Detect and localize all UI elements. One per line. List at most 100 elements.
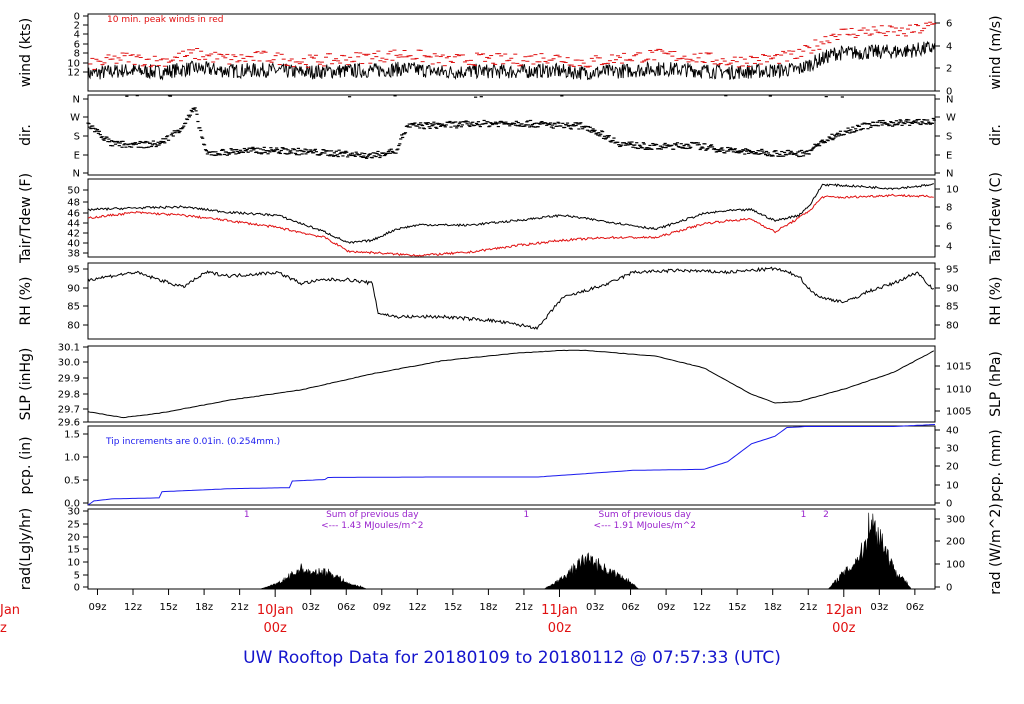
rh-ytick-label-right: 80 bbox=[946, 321, 959, 332]
rad-ytick-label-left: 15 bbox=[67, 545, 80, 556]
temp-ylabel-left: Tair/Tdew (F) bbox=[18, 173, 34, 264]
rad-ylabel-right: rad (W/m^2) bbox=[988, 503, 1004, 594]
x-hour-label: 09z bbox=[88, 602, 106, 613]
x-hour-label: 03z bbox=[870, 602, 888, 613]
pcp-line bbox=[87, 424, 936, 506]
rad-annotation: <--- 1.91 MJoules/m^2 bbox=[594, 521, 696, 531]
rad-day-area bbox=[543, 552, 640, 590]
slp-ylabel-right: SLP (hPa) bbox=[988, 351, 1004, 417]
rad-ytick-label-left: 30 bbox=[67, 507, 80, 518]
x-hour-label: 18z bbox=[195, 602, 213, 613]
dir-ytick-label-left: W bbox=[70, 113, 80, 124]
rad-day-area bbox=[827, 512, 913, 590]
pcp-ytick-label-left: 1.0 bbox=[64, 453, 80, 464]
pcp-ytick-label-right: 40 bbox=[946, 426, 959, 437]
rh-panel-frame bbox=[87, 262, 936, 340]
temp-ytick-label-left: 38 bbox=[67, 249, 80, 260]
rad-ytick-label-left: 25 bbox=[67, 520, 80, 531]
temp-ytick-label-right: 10 bbox=[946, 185, 959, 196]
pcp-ytick-label-left: 0.0 bbox=[64, 499, 80, 510]
wind-ytick-label-left: 0 bbox=[74, 12, 80, 23]
slp-ylabel-left: SLP (inHg) bbox=[18, 348, 34, 421]
x-hour-label: 03z bbox=[302, 602, 320, 613]
wind-ytick-label-right: 0 bbox=[946, 87, 952, 98]
wind-ytick-label-right: 6 bbox=[946, 19, 952, 30]
x-day-label-clipped: Jan bbox=[0, 603, 20, 618]
tdew-line bbox=[87, 193, 934, 257]
wind-ylabel-right: wind (m/s) bbox=[988, 15, 1004, 89]
pcp-ytick-label-right: 10 bbox=[946, 481, 959, 492]
x-day-label: 12Jan bbox=[825, 603, 862, 618]
pcp-ylabel-left: pcp. (in) bbox=[18, 436, 34, 494]
slp-ytick-label-left: 29.8 bbox=[58, 390, 80, 401]
pcp-ytick-label-right: 0 bbox=[946, 499, 952, 510]
temp-ytick-label-right: 8 bbox=[946, 203, 952, 214]
wind-ytick-label-left: 10 bbox=[67, 59, 80, 70]
x-day-label: 11Jan bbox=[541, 603, 578, 618]
x-day-time-label: 00z bbox=[263, 621, 287, 636]
rh-ytick-label-left: 80 bbox=[67, 321, 80, 332]
wind-ytick-label-left: 4 bbox=[74, 30, 80, 41]
rad-ytick-label-right: 200 bbox=[946, 537, 965, 548]
rad-ytick-label-right: 0 bbox=[946, 583, 952, 594]
rh-ytick-label-left: 95 bbox=[67, 265, 80, 276]
rad-annotation: Sum of previous day bbox=[599, 510, 692, 520]
dir-ytick-label-left: N bbox=[73, 95, 80, 106]
rad-ytick-label-left: 5 bbox=[74, 571, 80, 582]
wind-speed-line bbox=[87, 40, 935, 82]
wind-ytick-label-left: 12 bbox=[67, 68, 80, 79]
rh-ytick-label-right: 85 bbox=[946, 302, 959, 313]
temp-panel-frame bbox=[87, 178, 936, 258]
pcp-annotation: Tip increments are 0.01in. (0.254mm.) bbox=[105, 437, 280, 447]
rad-annotation: 1 bbox=[523, 510, 529, 520]
x-hour-label: 06z bbox=[337, 602, 355, 613]
rad-annotation: <--- 1.43 MJoules/m^2 bbox=[321, 521, 423, 531]
rad-ytick-label-left: 20 bbox=[67, 533, 80, 544]
x-hour-label: 21z bbox=[515, 602, 533, 613]
rh-ytick-label-left: 85 bbox=[67, 302, 80, 313]
dir-ytick-label-left: E bbox=[74, 151, 80, 162]
x-hour-label: 15z bbox=[444, 602, 462, 613]
dir-ytick-label-right: W bbox=[946, 113, 956, 124]
temp-ytick-label-right: 4 bbox=[946, 242, 952, 253]
slp-ytick-label-left: 30.1 bbox=[58, 343, 80, 354]
dir-ytick-label-right: E bbox=[946, 151, 952, 162]
dir-panel-frame bbox=[87, 94, 936, 176]
dir-ytick-label-right: N bbox=[946, 95, 953, 106]
dir-ylabel-right: dir. bbox=[988, 124, 1004, 146]
rh-line bbox=[87, 266, 935, 331]
x-hour-label: 15z bbox=[728, 602, 746, 613]
wind-ylabel-left: wind (kts) bbox=[18, 18, 34, 87]
x-hour-label: 06z bbox=[906, 602, 924, 613]
temp-ytick-label-left: 46 bbox=[67, 209, 80, 220]
temp-ytick-label-left: 50 bbox=[67, 186, 80, 197]
rad-panel-frame bbox=[87, 508, 936, 590]
x-hour-label: 12z bbox=[693, 602, 711, 613]
x-day-label: 10Jan bbox=[257, 603, 294, 618]
x-hour-label: 03z bbox=[586, 602, 604, 613]
rh-ytick-label-right: 95 bbox=[946, 265, 959, 276]
rad-ytick-label-left: 0 bbox=[74, 583, 80, 594]
rh-ytick-label-left: 90 bbox=[67, 284, 80, 295]
footer-title: UW Rooftop Data for 20180109 to 20180112… bbox=[243, 648, 781, 668]
slp-panel-frame bbox=[87, 345, 936, 423]
dir-ylabel-left: dir. bbox=[18, 124, 34, 146]
wind-ytick-label-left: 2 bbox=[74, 21, 80, 32]
x-hour-label: 12z bbox=[124, 602, 142, 613]
wind-annotation: 10 min. peak winds in red bbox=[107, 15, 224, 25]
wind-ytick-label-right: 2 bbox=[946, 64, 952, 75]
dir-ytick-label-right: S bbox=[946, 132, 952, 143]
pcp-ylabel-right: pcp. (mm) bbox=[988, 429, 1004, 502]
temp-ytick-label-left: 44 bbox=[67, 219, 80, 230]
dir-ytick-label-left: S bbox=[74, 132, 80, 143]
x-hour-label: 18z bbox=[764, 602, 782, 613]
temp-ytick-label-left: 42 bbox=[67, 229, 80, 240]
x-hour-label: 21z bbox=[231, 602, 249, 613]
x-day-time-label: 00z bbox=[832, 621, 856, 636]
dir-ytick-label-left: N bbox=[73, 169, 80, 180]
rad-ytick-label-right: 300 bbox=[946, 515, 965, 526]
temp-ytick-label-left: 40 bbox=[67, 239, 80, 250]
wind-ytick-label-right: 4 bbox=[946, 42, 952, 53]
x-hour-label: 18z bbox=[479, 602, 497, 613]
